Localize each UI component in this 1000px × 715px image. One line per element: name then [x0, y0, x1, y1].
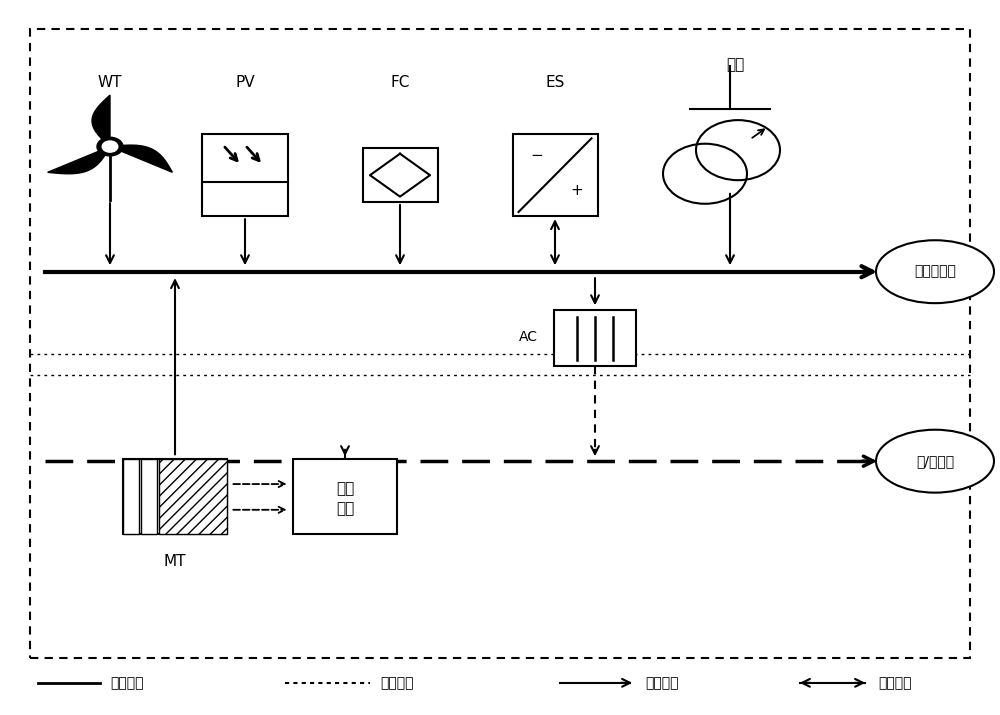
Text: −: − — [531, 148, 543, 162]
Text: ES: ES — [545, 75, 565, 89]
Text: 单向传输: 单向传输 — [645, 676, 678, 690]
FancyBboxPatch shape — [292, 460, 397, 535]
FancyBboxPatch shape — [122, 460, 138, 535]
Text: 溼冷: 溼冷 — [336, 481, 354, 495]
Text: AC: AC — [518, 330, 537, 344]
Circle shape — [102, 141, 118, 152]
FancyBboxPatch shape — [363, 149, 438, 202]
Text: 热力传输: 热力传输 — [380, 676, 414, 690]
Text: FC: FC — [390, 75, 410, 89]
Text: 一般电负荷: 一般电负荷 — [914, 265, 956, 279]
Text: 电力传输: 电力传输 — [110, 676, 144, 690]
FancyBboxPatch shape — [202, 134, 288, 217]
FancyBboxPatch shape — [513, 134, 598, 217]
Text: 双向传输: 双向传输 — [878, 676, 912, 690]
Text: 机组: 机组 — [336, 501, 354, 516]
Text: 主网: 主网 — [726, 57, 744, 72]
Ellipse shape — [876, 240, 994, 303]
Ellipse shape — [876, 430, 994, 493]
Polygon shape — [92, 95, 110, 147]
Text: WT: WT — [98, 75, 122, 89]
Text: +: + — [571, 184, 583, 198]
FancyBboxPatch shape — [140, 460, 157, 535]
Text: MT: MT — [164, 554, 186, 569]
FancyBboxPatch shape — [158, 460, 227, 535]
Text: PV: PV — [235, 75, 255, 89]
Circle shape — [97, 137, 123, 156]
Text: 冷/热负荷: 冷/热负荷 — [916, 454, 954, 468]
Polygon shape — [48, 147, 110, 174]
Polygon shape — [110, 145, 172, 172]
FancyBboxPatch shape — [122, 460, 227, 535]
FancyBboxPatch shape — [554, 310, 636, 366]
